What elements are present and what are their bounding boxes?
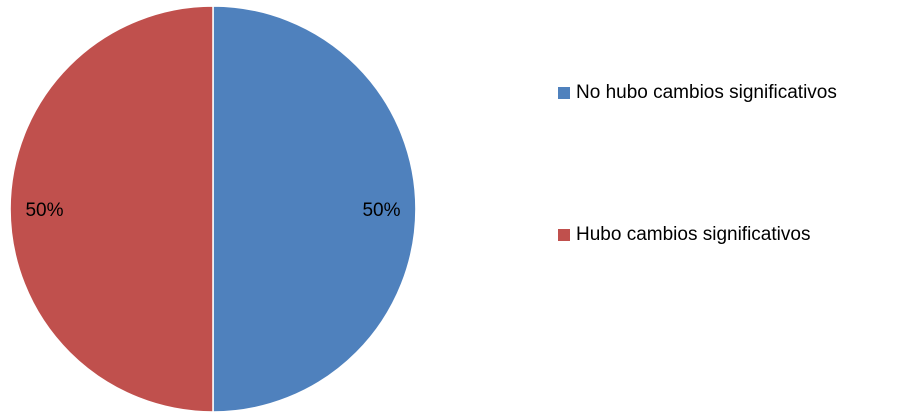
- legend-label: Hubo cambios significativos: [576, 224, 811, 245]
- legend-item-2: Hubo cambios significativos: [558, 220, 918, 250]
- pie-slice-2: [9, 5, 214, 412]
- pie-data-label-1: 50%: [362, 200, 400, 221]
- pie-data-label-2: 50%: [25, 200, 63, 221]
- pie-slices: [9, 5, 417, 412]
- legend-label: No hubo cambios significativos: [576, 82, 837, 103]
- pie-data-labels: 50% 50%: [25, 200, 400, 221]
- legend-item-1: No hubo cambios significativos: [558, 78, 918, 108]
- legend-swatch: [558, 87, 570, 99]
- legend: No hubo cambios significativos Hubo cambi…: [558, 78, 918, 362]
- pie-slice-1: [212, 5, 417, 412]
- legend-swatch: [558, 229, 570, 241]
